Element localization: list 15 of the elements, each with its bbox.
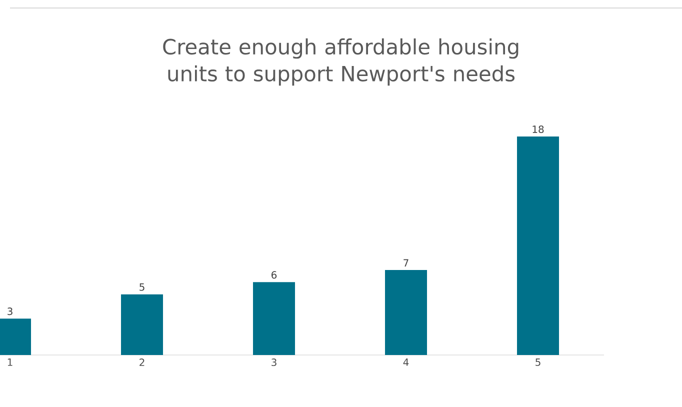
x-tick-label: 5 xyxy=(536,358,540,366)
data-label: 3 xyxy=(8,308,12,316)
bar xyxy=(517,136,560,355)
data-label: 5 xyxy=(140,283,144,291)
data-label: 6 xyxy=(272,271,277,279)
bar xyxy=(385,270,428,355)
x-tick-label: 3 xyxy=(272,358,276,366)
data-label: 7 xyxy=(404,259,408,267)
data-label: 18 xyxy=(532,125,544,134)
bar xyxy=(253,282,296,355)
x-tick-label: 4 xyxy=(403,358,409,366)
x-tick-label: 2 xyxy=(140,358,144,366)
chart-title: Create enough affordable housing units to support Newport's needs xyxy=(163,38,518,86)
x-tick-label: 1 xyxy=(8,358,12,366)
bar xyxy=(121,294,164,355)
